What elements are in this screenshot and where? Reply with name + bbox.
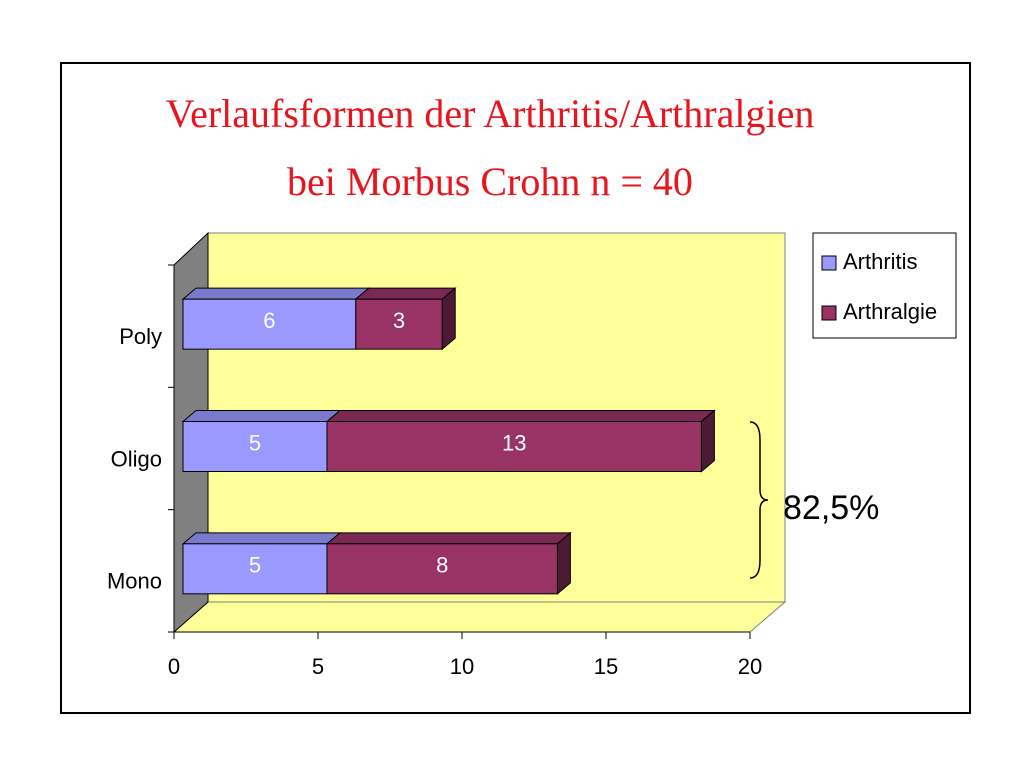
bar-top <box>181 410 342 422</box>
bar <box>182 543 328 595</box>
bar-side <box>700 409 715 473</box>
y-tick-label: Mono <box>107 569 162 594</box>
value-label: 13 <box>502 430 526 455</box>
bar-side <box>556 531 571 595</box>
bar-top <box>325 532 572 545</box>
x-tick-label: 15 <box>594 654 618 679</box>
y-tick-label: Oligo <box>111 446 162 471</box>
bar-top <box>181 287 371 300</box>
chart-subtitle: bei Morbus Crohn n = 40 <box>287 159 693 204</box>
legend <box>812 232 957 339</box>
legend-swatch <box>821 305 837 321</box>
chart-title: Verlaufsformen der Arthritis/Arthralgien <box>166 91 815 136</box>
legend-label: Arthritis <box>843 249 918 274</box>
bar-top <box>325 410 716 422</box>
y-tick-label: Poly <box>119 324 162 349</box>
legend-label: Arthralgie <box>843 299 937 324</box>
x-tick-label: 10 <box>450 654 474 679</box>
bar <box>355 298 443 350</box>
legend-swatch <box>821 255 837 271</box>
x-tick-label: 0 <box>168 654 180 679</box>
bar <box>182 421 328 472</box>
annotation: 82,5% <box>783 489 879 527</box>
brace <box>749 421 769 579</box>
value-label: 8 <box>436 553 448 578</box>
bar <box>326 421 702 472</box>
value-label: 3 <box>393 308 405 333</box>
value-label: 6 <box>263 308 275 333</box>
bar <box>326 543 558 595</box>
x-tick-label: 5 <box>312 654 324 679</box>
value-label: 5 <box>249 553 261 578</box>
value-label: 5 <box>249 430 261 455</box>
floor <box>172 601 787 633</box>
bar-top <box>354 287 457 300</box>
bar-side <box>441 287 456 351</box>
bar-top <box>181 532 342 545</box>
x-tick-label: 20 <box>738 654 762 679</box>
